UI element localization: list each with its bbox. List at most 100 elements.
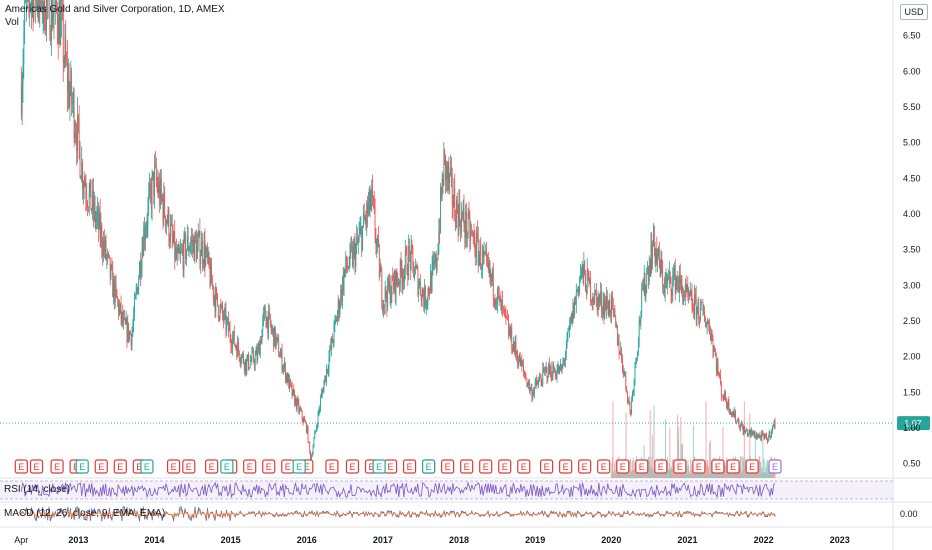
candle-body <box>395 271 397 298</box>
candle-body <box>68 76 70 106</box>
candle-body <box>705 325 707 328</box>
candle-body <box>555 376 557 378</box>
earnings-badge <box>94 459 108 474</box>
candle-body <box>202 262 204 264</box>
volume-bar <box>667 470 669 478</box>
volume-bar <box>650 466 652 478</box>
candle-body <box>51 0 53 26</box>
candle-body <box>495 304 497 306</box>
candle-body <box>637 341 639 352</box>
currency-button[interactable]: USD <box>900 4 928 20</box>
candle-body <box>637 351 638 359</box>
candle-body <box>420 294 422 301</box>
volume-bar <box>634 462 636 478</box>
candle-body <box>180 250 182 254</box>
candle-body <box>243 363 245 371</box>
candle-body <box>391 275 393 296</box>
candle-body <box>200 256 202 265</box>
time-tick-label: 2020 <box>601 535 621 545</box>
candle-body <box>616 325 617 327</box>
candle-body <box>378 245 380 277</box>
candle-body <box>697 302 699 307</box>
candle-body <box>517 356 519 365</box>
candle-body <box>84 182 86 187</box>
volume-bar <box>710 471 712 478</box>
candle-body <box>97 209 99 216</box>
candle-body <box>168 209 170 242</box>
candle-body <box>353 243 355 247</box>
candle-body <box>222 315 224 321</box>
candle-body <box>589 278 591 284</box>
volume-bar <box>639 473 641 478</box>
candle-body <box>741 424 743 427</box>
candle-body <box>466 233 468 238</box>
candle-body <box>227 318 228 321</box>
candle-body <box>529 388 531 391</box>
candle-body <box>279 356 280 358</box>
candle-body <box>248 354 249 369</box>
candle-body <box>569 323 571 330</box>
candle-body <box>501 300 503 311</box>
candle-body <box>347 267 348 269</box>
candle-body <box>520 359 522 367</box>
candle-body <box>536 380 538 384</box>
candle-body <box>587 269 589 273</box>
candle-body <box>119 303 121 308</box>
volume-bar <box>671 469 673 478</box>
earnings-badge-letter: E <box>544 462 550 472</box>
candle-body <box>754 432 756 438</box>
candle-body <box>425 303 427 308</box>
candle-body <box>202 241 203 263</box>
volume-bar <box>614 463 616 478</box>
candle-body <box>77 114 78 152</box>
volume-bar <box>659 473 661 478</box>
candle-body <box>582 264 584 278</box>
volume-bar <box>689 470 691 478</box>
candle-body <box>407 274 409 277</box>
candle-body <box>596 297 598 312</box>
candle-body <box>61 7 63 11</box>
candle-body <box>299 408 301 412</box>
candle-body <box>421 289 423 301</box>
volume-bar <box>707 468 709 478</box>
candle-body <box>101 225 103 249</box>
volume-bar <box>686 465 688 478</box>
candle-body <box>440 188 441 232</box>
candle-body <box>732 412 734 415</box>
candle-body <box>162 199 164 221</box>
candle-body <box>187 235 189 251</box>
candle-body <box>30 0 32 6</box>
volume-bar <box>758 469 760 478</box>
volume-bar <box>628 460 630 478</box>
candle-body <box>344 268 346 273</box>
candle-body <box>64 37 66 61</box>
candle-body <box>372 185 373 198</box>
candle-body <box>315 430 316 433</box>
candle-body <box>435 254 437 270</box>
candle-body <box>154 164 156 196</box>
candle-body <box>476 232 477 258</box>
candle-body <box>370 200 372 210</box>
earnings-badge-letter: E <box>54 462 60 472</box>
volume-bar <box>650 468 652 478</box>
candle-body <box>312 446 314 454</box>
candle-body <box>166 220 168 224</box>
candle-body <box>710 333 712 341</box>
candle-body <box>284 363 285 367</box>
time-axis[interactable]: Apr 2013 2014 2015 2016 2017 2018 2019 2020 2021 2… <box>14 535 849 545</box>
candle-body <box>585 291 587 295</box>
volume-bar <box>767 465 769 478</box>
volume-bar <box>672 459 674 478</box>
volume-bar <box>648 456 650 478</box>
candle-body <box>161 195 163 200</box>
candle-body <box>44 0 46 31</box>
macd-label: MACD (12, 26, close, 9, EMA, EMA) <box>4 508 166 519</box>
price-axis[interactable]: 0.50 1.00 1.50 2.00 2.50 3.00 3.50 4.00 4.50 5.00… <box>903 31 921 469</box>
candle-body <box>150 183 151 191</box>
price-tick-label: 0.50 <box>903 459 921 469</box>
candle-body <box>337 300 339 314</box>
volume-bar <box>653 405 655 478</box>
candle-body <box>720 375 721 384</box>
candle-body <box>288 374 290 389</box>
